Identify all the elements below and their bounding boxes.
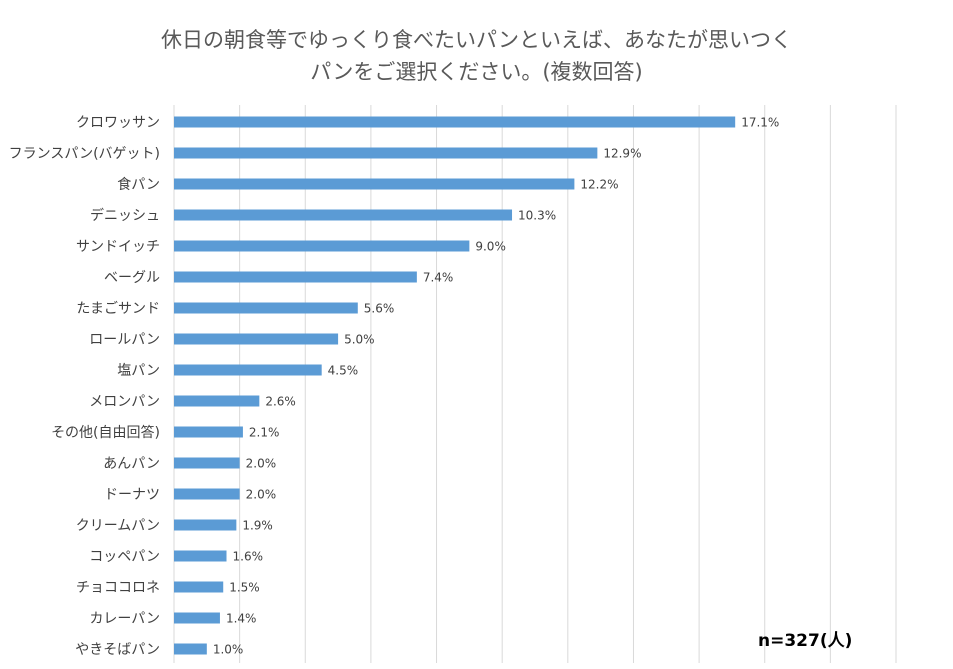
category-label: デニッシュ — [90, 207, 160, 224]
category-label: あんパン — [103, 456, 160, 472]
bar — [174, 581, 224, 593]
bar — [174, 271, 417, 283]
data-label: 1.4% — [226, 612, 256, 626]
bar — [174, 457, 240, 469]
data-label: 9.0% — [475, 240, 506, 254]
category-label: チョココロネ — [76, 580, 160, 596]
bar — [174, 209, 513, 221]
sample-size-note: n=327(人) — [758, 631, 853, 651]
data-label: 1.6% — [233, 550, 264, 564]
data-label: 2.1% — [249, 426, 280, 440]
category-label: フランスパン(バゲット) — [9, 146, 160, 162]
data-label: 1.5% — [229, 581, 260, 595]
bar — [174, 116, 736, 128]
bar — [174, 519, 237, 531]
data-label: 4.5% — [328, 364, 359, 378]
bar — [174, 240, 470, 252]
category-label: サンドイッチ — [76, 239, 160, 255]
category-label: 塩パン — [117, 363, 160, 379]
data-label: 1.9% — [242, 519, 273, 533]
bar — [174, 333, 339, 345]
bar — [174, 364, 322, 376]
data-label: 7.4% — [423, 271, 454, 285]
data-label: 12.2% — [580, 178, 618, 192]
data-label: 5.6% — [364, 302, 395, 316]
category-label: コッペパン — [89, 549, 160, 565]
bar — [174, 395, 260, 407]
chart-title-line-2: パンをご選択ください。(複数回答) — [310, 60, 643, 84]
category-label: クロワッサン — [76, 115, 160, 131]
bar — [174, 643, 207, 655]
category-label: やきそばパン — [75, 642, 160, 658]
data-label: 5.0% — [344, 333, 375, 347]
data-label: 1.0% — [213, 643, 244, 657]
category-label: ドーナツ — [104, 487, 160, 503]
bar — [174, 178, 575, 190]
data-label: 10.3% — [518, 209, 556, 223]
category-label: その他(自由回答) — [51, 424, 160, 441]
bar — [174, 302, 358, 314]
bar — [174, 612, 220, 624]
data-label: 12.9% — [603, 147, 641, 161]
data-label: 2.6% — [265, 395, 296, 409]
data-label: 17.1% — [741, 116, 779, 130]
category-label: ロールパン — [89, 332, 160, 348]
chart-title-line-1: 休日の朝食等でゆっくり食べたいパンといえば、あなたが思いつく — [160, 28, 793, 52]
category-label: 食パン — [117, 176, 160, 193]
category-label: カレーパン — [89, 611, 160, 627]
category-label: メロンパン — [89, 394, 160, 410]
category-label: クリームパン — [76, 518, 160, 534]
bar — [174, 550, 227, 562]
bar — [174, 426, 243, 438]
category-label: たまごサンド — [76, 301, 160, 317]
bar — [174, 147, 598, 159]
category-label: ベーグル — [104, 270, 160, 286]
bar — [174, 488, 240, 500]
data-label: 2.0% — [246, 457, 276, 471]
data-label: 2.0% — [246, 488, 276, 502]
chart-title: 休日の朝食等でゆっくり食べたいパンといえば、あなたが思いつく パンをご選択くださ… — [0, 0, 953, 88]
